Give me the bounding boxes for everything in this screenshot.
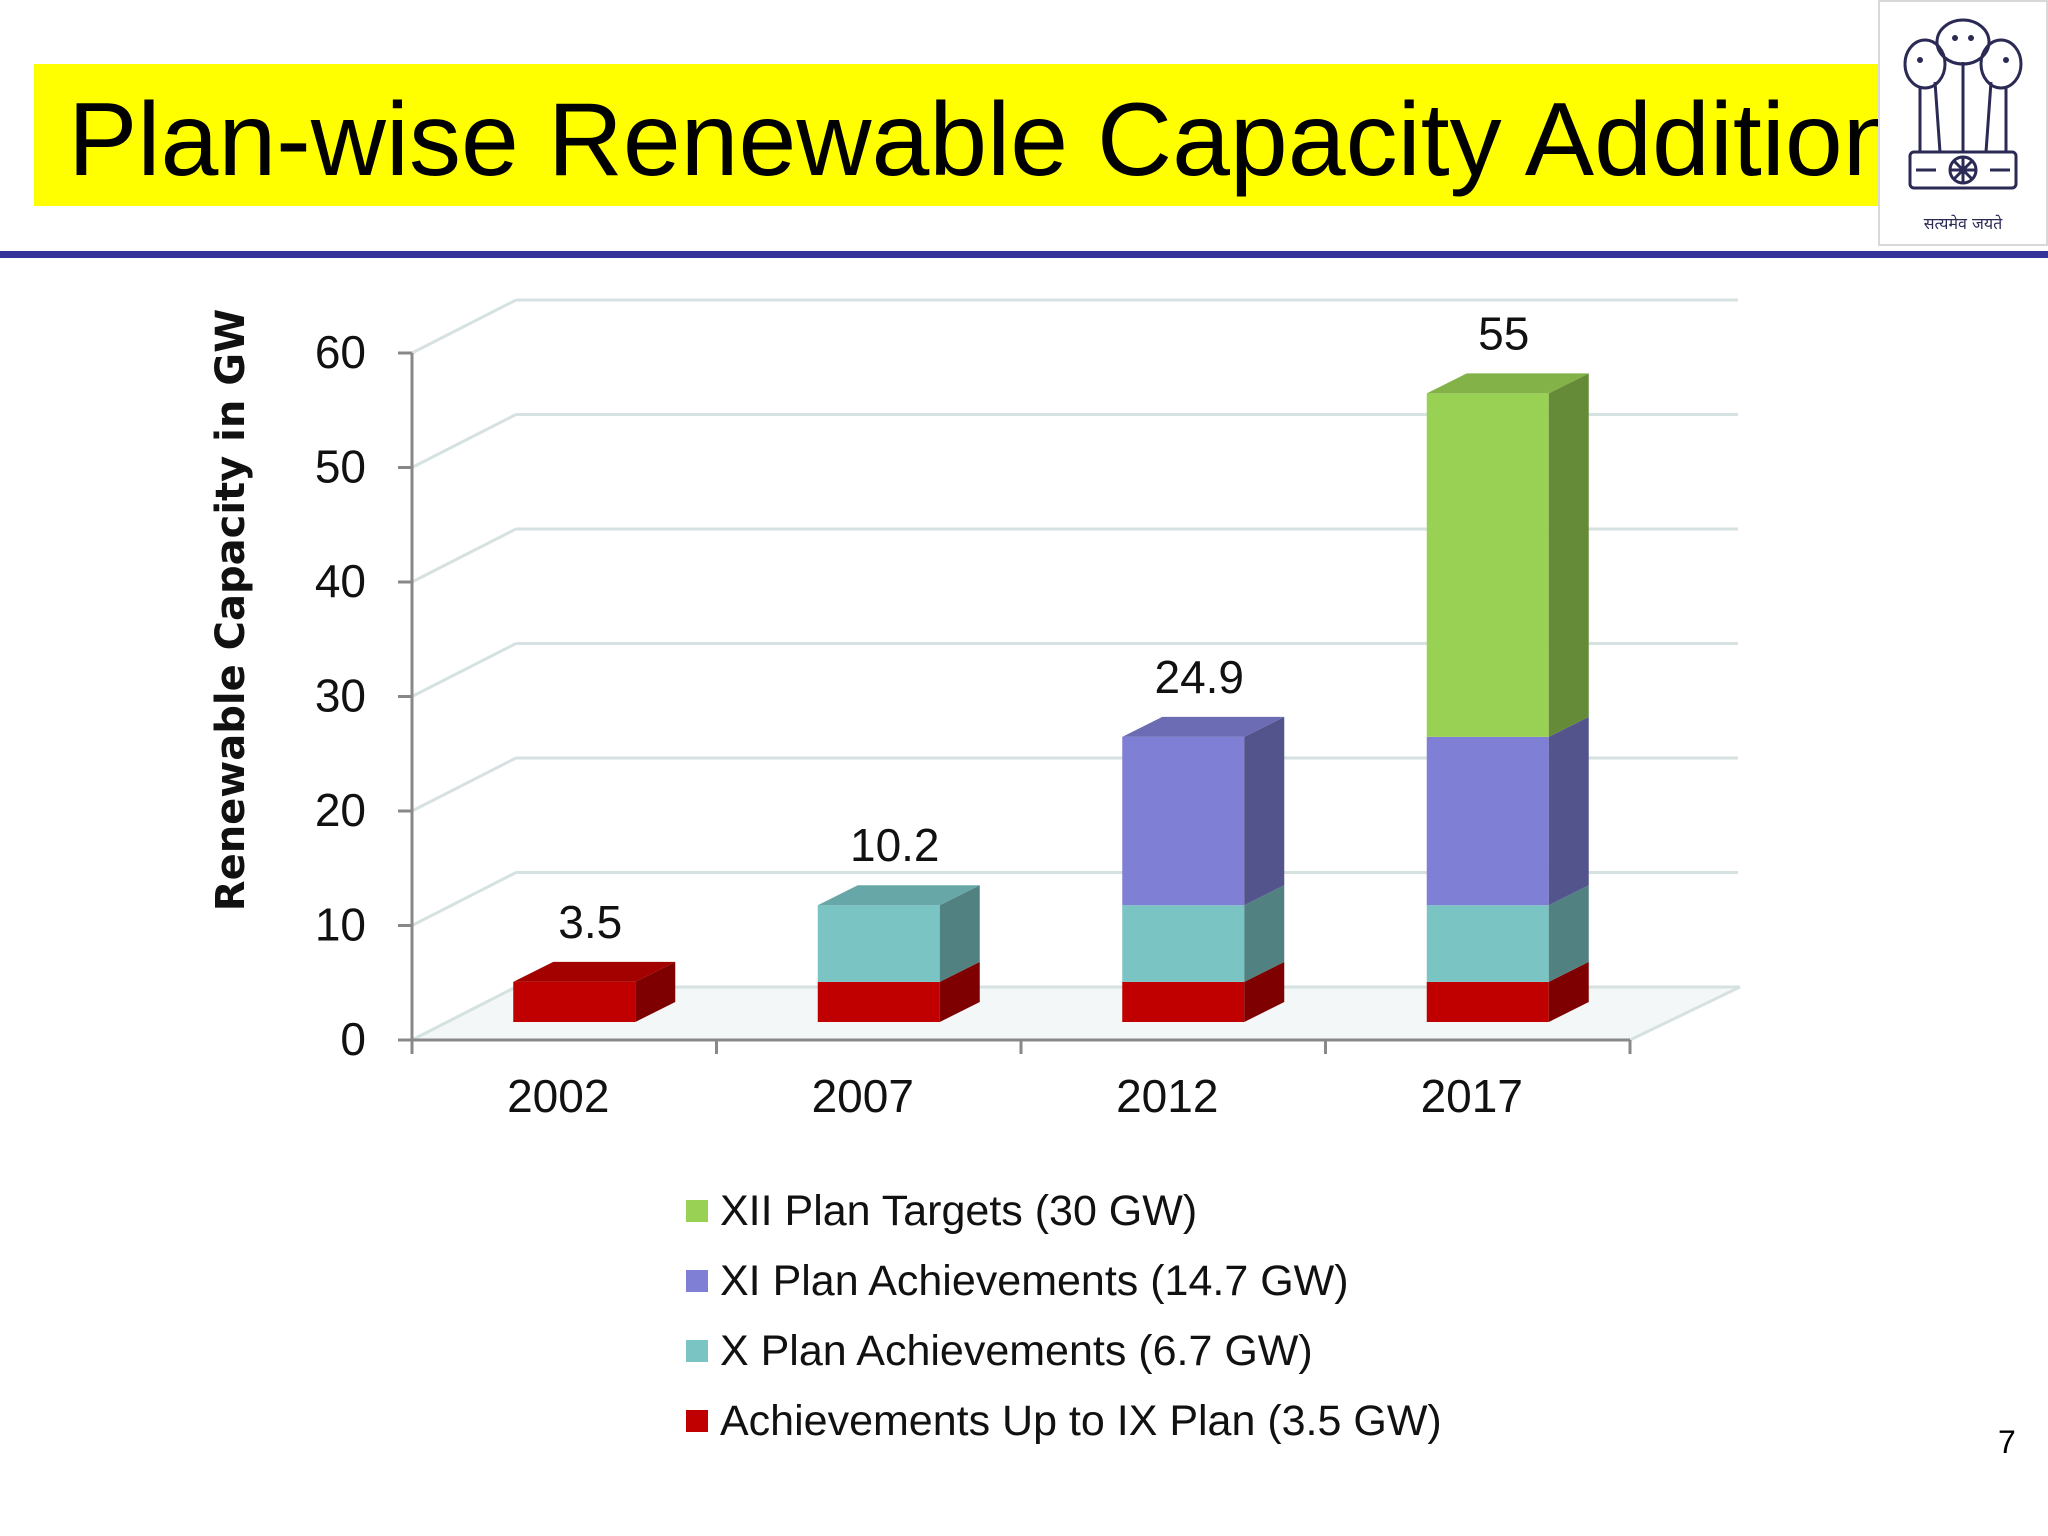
bar-total-label: 55 [1478,307,1529,359]
y-axis-label: Renewable Capacity in GW [208,309,254,911]
bar-segment-side [1244,885,1285,982]
bar-segment-side [939,961,980,1022]
y-tick-label: 50 [315,441,366,493]
chart-legend: XII Plan Targets (30 GW) XI Plan Achievem… [686,1176,1442,1456]
bar-segment [817,905,940,982]
legend-swatch [686,1340,708,1362]
y-tick-label: 0 [340,1013,366,1065]
y-tick-label: 20 [315,784,366,836]
bar-segment [1426,981,1549,1022]
bar-total-label: 10.2 [850,819,940,871]
x-tick-label: 2002 [507,1070,609,1122]
y-tick-label: 60 [315,326,366,378]
bar-segment [1426,393,1549,737]
legend-swatch [686,1270,708,1292]
bar-segment-side [1244,961,1285,1022]
bar-segment [1426,736,1549,906]
bar-top-face [513,961,676,982]
legend-label: XII Plan Targets (30 GW) [720,1186,1198,1235]
bar-segment-side [635,961,676,1022]
bar-total-label: 3.5 [558,896,622,948]
legend-item: X Plan Achievements (6.7 GW) [686,1316,1442,1386]
legend-label: XI Plan Achievements (14.7 GW) [720,1256,1349,1305]
bar-top-face [1426,373,1589,394]
grid-connector [411,871,517,927]
bar-segment [1122,905,1245,982]
emblem-motto: सत्यमेव जयते [1923,214,2003,233]
grid-connector [411,642,517,698]
y-tick-label: 40 [315,555,366,607]
bar-segment-side [1548,373,1589,737]
bar-segment [1122,736,1245,906]
bar-segment-side [1548,961,1589,1022]
legend-swatch [686,1200,708,1222]
x-tick-label: 2017 [1421,1070,1523,1122]
title-band [34,64,1880,206]
grid-connector [411,298,517,355]
bar-segment [513,981,636,1022]
grid-connector [411,413,517,469]
legend-item: XII Plan Targets (30 GW) [686,1176,1442,1246]
legend-label: X Plan Achievements (6.7 GW) [720,1326,1313,1375]
bar-segment [817,981,940,1022]
bar-top-face [817,885,980,906]
x-tick-label: 2012 [1116,1070,1218,1122]
y-tick-label: 10 [315,899,366,951]
bar-segment [1426,905,1549,982]
title-rule [0,251,2048,258]
slide-title: Plan-wise Renewable Capacity Addition [68,82,1901,198]
y-tick-label: 30 [315,670,366,722]
grid-connector [411,527,517,584]
legend-label: Achievements Up to IX Plan (3.5 GW) [720,1396,1442,1445]
legend-item: Achievements Up to IX Plan (3.5 GW) [686,1386,1442,1456]
bar-segment-side [1548,885,1589,982]
x-tick-label: 2007 [812,1070,914,1122]
bar-segment [1122,981,1245,1022]
state-emblem: सत्यमेव जयते [1878,0,2048,246]
bar-top-face [1122,716,1285,737]
legend-item: XI Plan Achievements (14.7 GW) [686,1246,1442,1316]
bar-total-label: 24.9 [1154,651,1244,703]
grid-connector [411,756,517,813]
bar-segment-side [1548,716,1589,906]
lion-capital-icon [1903,18,2023,190]
bar-segment-side [1244,716,1285,906]
page-number: 7 [1998,1424,2016,1460]
legend-swatch [686,1410,708,1432]
bar-segment-side [939,885,980,982]
